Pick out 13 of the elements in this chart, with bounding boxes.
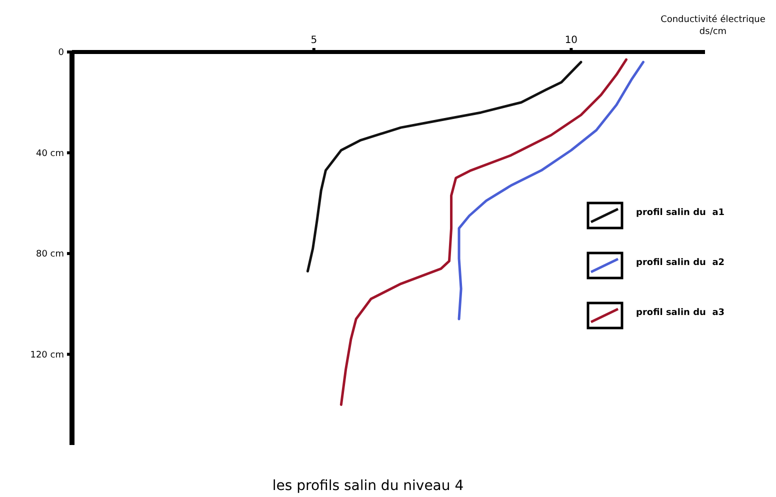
text: les profils salin du niveau 4 bbox=[272, 478, 464, 494]
line-series bbox=[340, 58, 628, 406]
x-tick-label: 10 bbox=[564, 35, 578, 46]
legend-label: profil salin du a2 bbox=[636, 258, 725, 268]
y-tick-label: 80 cm bbox=[36, 250, 64, 260]
y-tick-label: 40 cm bbox=[36, 148, 64, 159]
legend-label: profil salin du a1 bbox=[636, 208, 725, 218]
y-tick-label: 120 cm bbox=[30, 350, 64, 360]
x-tick-label: 5 bbox=[310, 35, 318, 46]
legend-label: profil salin du a3 bbox=[636, 308, 725, 318]
x-axis-title: Conductivité électrique ds/cm bbox=[660, 14, 766, 37]
y-tick-label: 0 bbox=[58, 48, 64, 58]
line-series bbox=[306, 60, 582, 272]
